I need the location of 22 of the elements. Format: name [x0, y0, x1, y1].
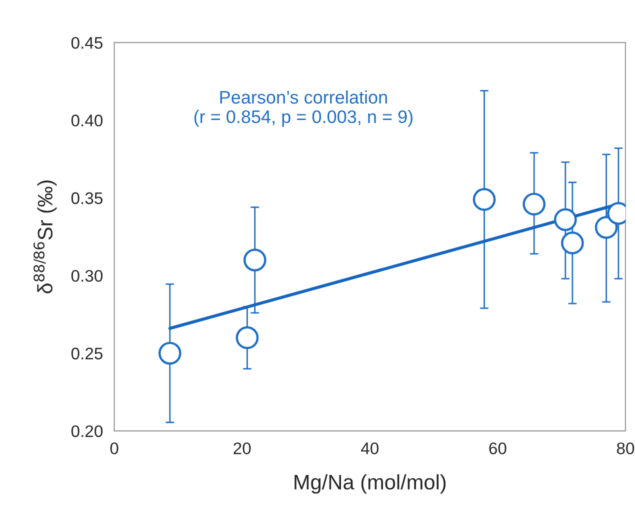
point	[472, 188, 496, 211]
y-tick-label: 0.25	[71, 348, 102, 360]
point	[554, 208, 577, 232]
y-tick-label: 0.20	[71, 425, 103, 438]
y-axis-title: δ$^{88/86}$Sr (‰)	[34, 180, 57, 294]
x-tick-label: 60	[489, 442, 506, 454]
y-tick-label: 0.40	[71, 114, 103, 126]
point	[236, 326, 259, 350]
point	[243, 248, 266, 272]
y-tick-label: 0.35	[71, 192, 102, 204]
y-tick-label: 0.45	[71, 36, 102, 49]
annotation: Pearson’s correlation (r = 0.854, p = 0.003, n = 9)	[194, 90, 412, 127]
x-tick-label: 80	[616, 442, 634, 454]
x-tick-label: 20	[234, 442, 251, 454]
y-tick-label: 0.30	[71, 270, 103, 282]
point	[522, 192, 546, 216]
x-tick-label: 40	[361, 442, 379, 454]
point	[158, 342, 182, 365]
x-tick-label: 0	[110, 442, 118, 454]
point	[561, 232, 584, 254]
point	[594, 216, 618, 239]
x-axis-title: Mg/Na (mol/mol)	[294, 474, 446, 494]
